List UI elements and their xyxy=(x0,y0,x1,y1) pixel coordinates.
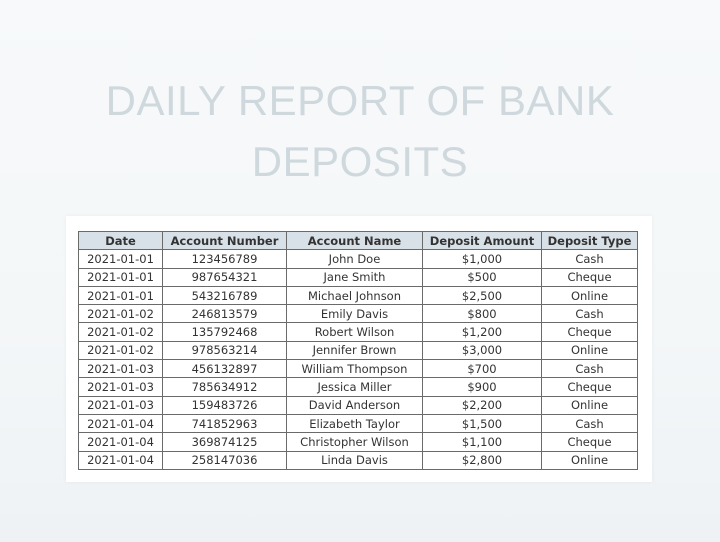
deposit-amount-cell: $3,000 xyxy=(422,340,542,361)
deposit-amount-cell: $500 xyxy=(422,267,542,287)
date-cell: 2021-01-02 xyxy=(78,304,163,324)
deposit-type-cell: Online xyxy=(541,340,638,361)
date-cell: 2021-01-01 xyxy=(78,249,163,269)
account-number-cell: 456132897 xyxy=(162,359,287,379)
date-cell: 2021-01-02 xyxy=(78,322,163,342)
account-number-cell: 159483726 xyxy=(162,395,287,415)
date-cell: 2021-01-02 xyxy=(78,340,163,361)
table-row: 2021-01-04 741852963 Elizabeth Taylor $1,50… xyxy=(78,413,638,434)
account-number-cell: 369874125 xyxy=(162,432,287,452)
table-row: 2021-01-03 159483726 David Anderson $2,200 O… xyxy=(78,395,638,415)
deposits-table: Date Account Number Account Name Deposit… xyxy=(78,230,638,470)
date-cell: 2021-01-03 xyxy=(78,359,163,379)
account-name-cell: Emily Davis xyxy=(286,304,423,324)
table-row: 2021-01-04 258147036 Linda Davis $2,800 Onli… xyxy=(78,450,638,470)
account-number-cell: 123456789 xyxy=(162,249,287,269)
account-number-cell: 741852963 xyxy=(162,413,287,434)
table-row: 2021-01-04 369874125 Christopher Wilson $1,… xyxy=(78,432,638,452)
deposit-amount-cell: $1,100 xyxy=(422,432,542,452)
table-row: 2021-01-01 123456789 John Doe $1,000 Cash xyxy=(78,249,638,269)
deposit-amount-cell: $700 xyxy=(422,359,542,379)
account-name-cell: Michael Johnson xyxy=(286,285,423,306)
date-cell: 2021-01-04 xyxy=(78,413,163,434)
account-name-cell: Jessica Miller xyxy=(286,377,423,397)
account-name-cell: William Thompson xyxy=(286,359,423,379)
table-row: 2021-01-02 246813579 Emily Davis $800 Cash xyxy=(78,304,638,324)
header-deposit-type: Deposit Type xyxy=(541,230,638,251)
deposit-amount-cell: $2,800 xyxy=(422,450,542,470)
account-name-cell: Jennifer Brown xyxy=(286,340,423,361)
deposit-amount-cell: $2,500 xyxy=(422,285,542,306)
table-header-row: Date Account Number Account Name Deposit… xyxy=(78,230,638,251)
account-name-cell: Elizabeth Taylor xyxy=(286,413,423,434)
deposit-type-cell: Online xyxy=(541,285,638,306)
account-name-cell: Jane Smith xyxy=(286,267,423,287)
table-row: 2021-01-02 135792468 Robert Wilson $1,200 Ch… xyxy=(78,322,638,342)
deposit-type-cell: Cheque xyxy=(541,267,638,287)
date-cell: 2021-01-01 xyxy=(78,285,163,306)
page-title-line-2: DEPOSITS xyxy=(251,138,469,185)
deposit-amount-cell: $1,500 xyxy=(422,413,542,434)
table-row: 2021-01-03 785634912 Jessica Miller $900 Che… xyxy=(78,377,638,397)
account-number-cell: 978563214 xyxy=(162,340,287,361)
account-name-cell: Linda Davis xyxy=(286,450,423,470)
deposit-type-cell: Cheque xyxy=(541,322,638,342)
account-number-cell: 258147036 xyxy=(162,450,287,470)
deposit-type-cell: Cheque xyxy=(541,377,638,397)
date-cell: 2021-01-04 xyxy=(78,450,163,470)
deposit-amount-cell: $2,200 xyxy=(422,395,542,415)
deposit-type-cell: Cash xyxy=(541,413,638,434)
account-name-cell: Robert Wilson xyxy=(286,322,423,342)
deposit-type-cell: Cash xyxy=(541,249,638,269)
table-row: 2021-01-03 456132897 William Thompson $700 C… xyxy=(78,359,638,379)
account-name-cell: David Anderson xyxy=(286,395,423,415)
account-name-cell: John Doe xyxy=(286,249,423,269)
table-row: 2021-01-01 987654321 Jane Smith $500 Cheque xyxy=(78,267,638,287)
deposit-type-cell: Cheque xyxy=(541,432,638,452)
deposit-type-cell: Cash xyxy=(541,359,638,379)
page-title-line-1: DAILY REPORT OF BANK xyxy=(105,77,615,124)
deposit-amount-cell: $900 xyxy=(422,377,542,397)
account-number-cell: 987654321 xyxy=(162,267,287,287)
date-cell: 2021-01-04 xyxy=(78,432,163,452)
deposit-amount-cell: $800 xyxy=(422,304,542,324)
header-account-name: Account Name xyxy=(286,230,423,251)
deposit-amount-cell: $1,200 xyxy=(422,322,542,342)
header-deposit-amount: Deposit Amount xyxy=(422,230,542,251)
account-name-cell: Christopher Wilson xyxy=(286,432,423,452)
table-row: 2021-01-02 978563214 Jennifer Brown $3,000 O… xyxy=(78,340,638,361)
date-cell: 2021-01-01 xyxy=(78,267,163,287)
deposit-type-cell: Online xyxy=(541,395,638,415)
account-number-cell: 785634912 xyxy=(162,377,287,397)
date-cell: 2021-01-03 xyxy=(78,377,163,397)
table-row: 2021-01-01 543216789 Michael Johnson $2,500… xyxy=(78,285,638,306)
deposit-type-cell: Online xyxy=(541,450,638,470)
account-number-cell: 135792468 xyxy=(162,322,287,342)
account-number-cell: 543216789 xyxy=(162,285,287,306)
account-number-cell: 246813579 xyxy=(162,304,287,324)
date-cell: 2021-01-03 xyxy=(78,395,163,415)
deposit-amount-cell: $1,000 xyxy=(422,249,542,269)
header-date: Date xyxy=(78,230,163,251)
deposit-type-cell: Cash xyxy=(541,304,638,324)
header-account-number: Account Number xyxy=(162,230,287,251)
